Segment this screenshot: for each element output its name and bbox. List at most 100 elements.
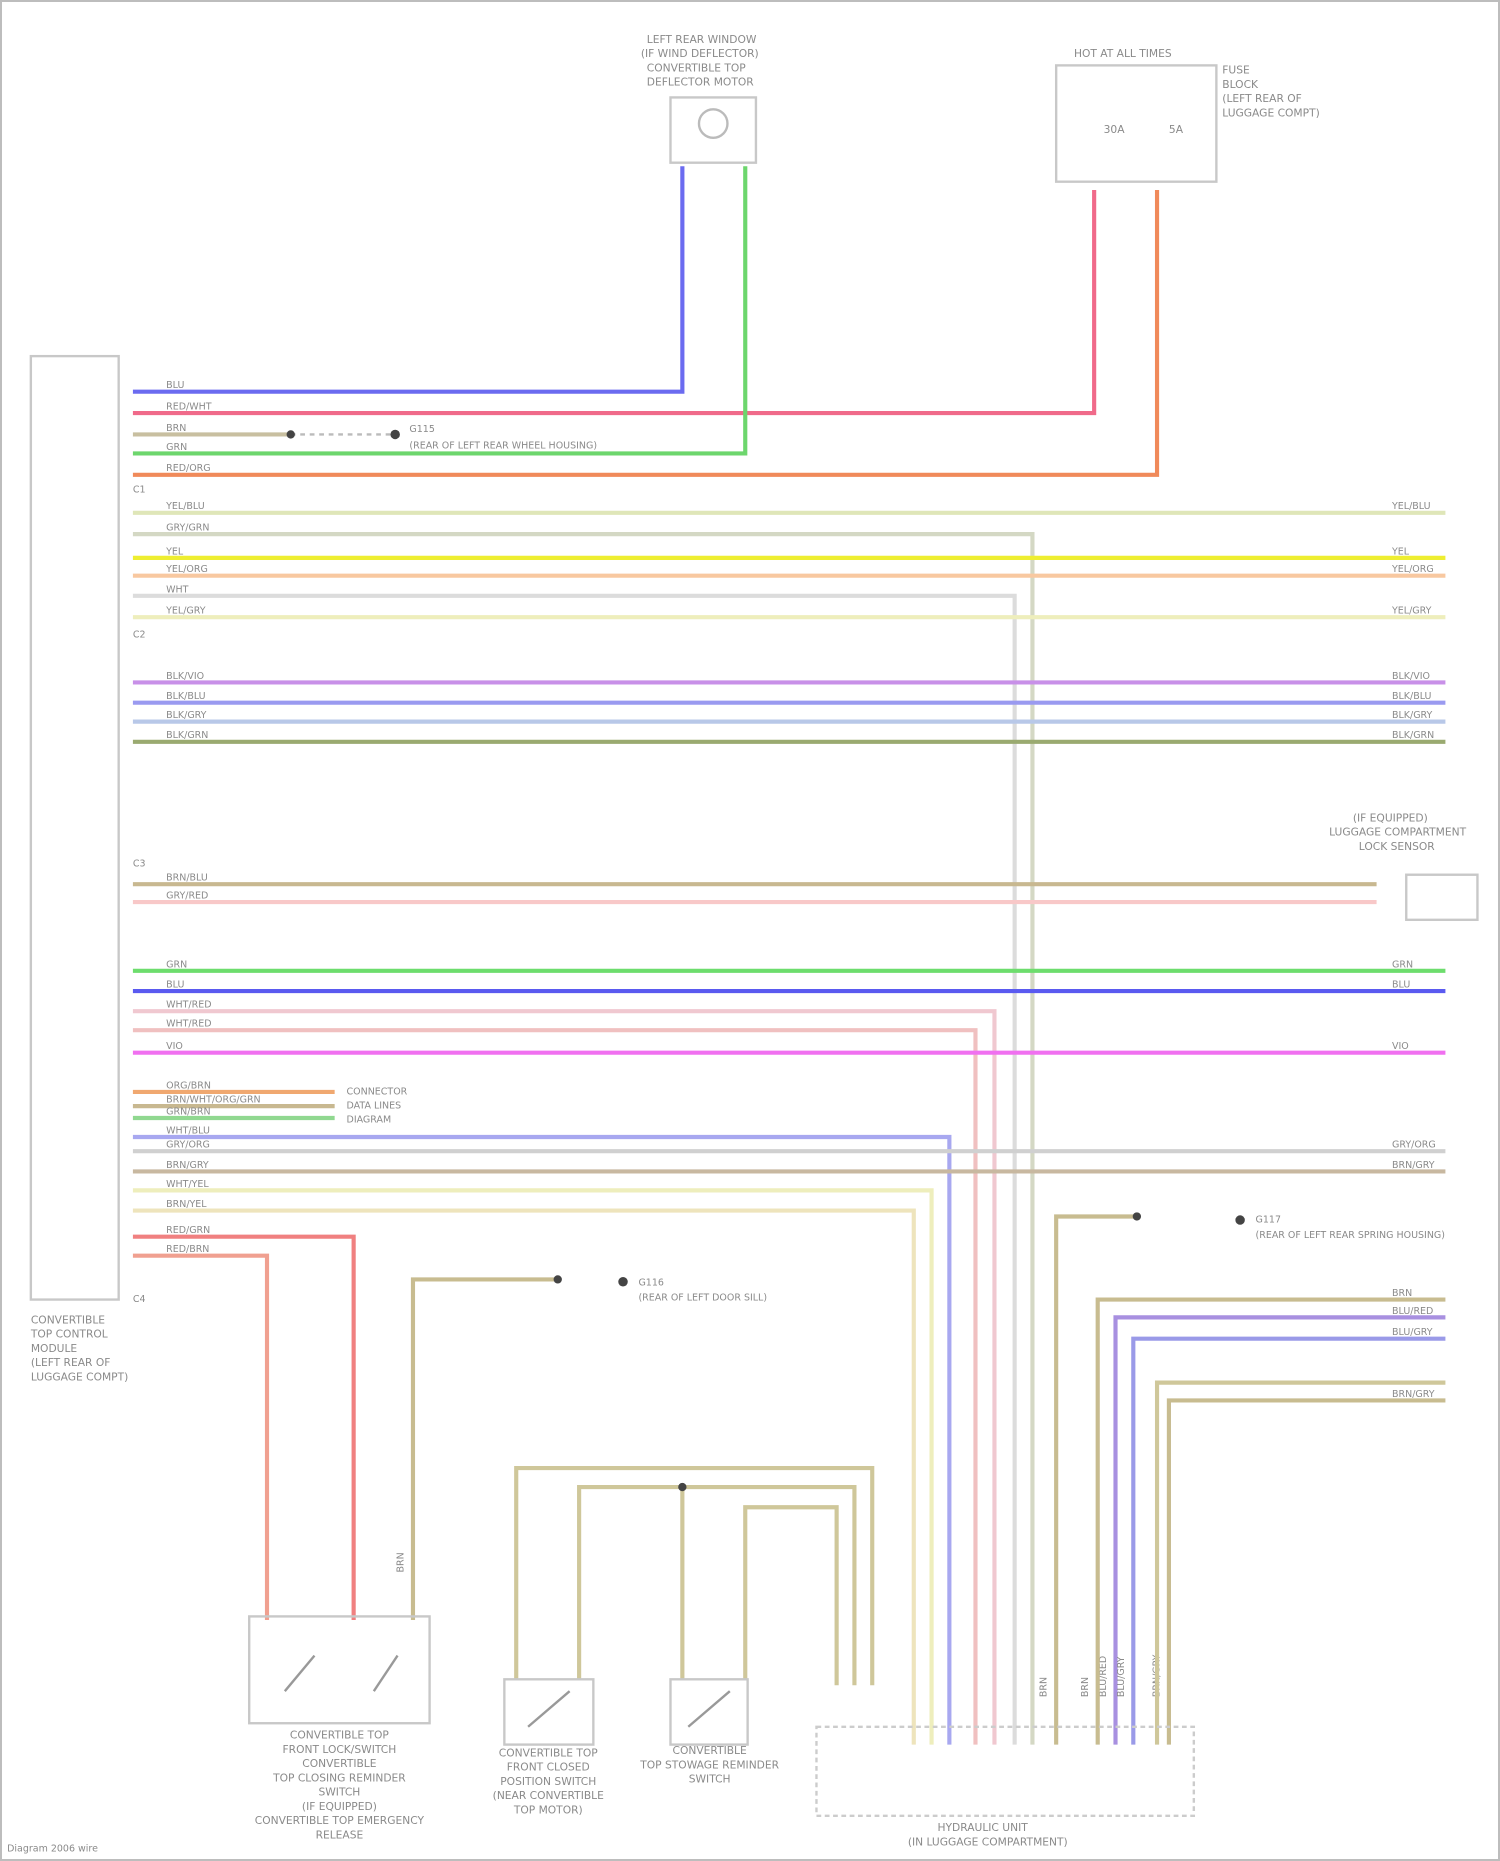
position_switch-label: (NEAR CONVERTIBLE	[493, 1789, 604, 1802]
wire-label: BLK/GRY	[166, 710, 207, 721]
wire-label: GRY/RED	[166, 890, 208, 901]
hydraulic-unit	[815, 1725, 1196, 1817]
wire	[132, 1253, 270, 1620]
wire	[132, 1028, 978, 1745]
connector-c1: C1	[133, 485, 146, 496]
reminder-switch-contact	[687, 1690, 731, 1728]
wire-label: YEL	[1391, 546, 1410, 557]
wire-label: VIO	[1392, 1041, 1409, 1052]
wire-label: BLK/BLU	[166, 691, 206, 702]
wire-label: BLU/RED	[1392, 1306, 1433, 1317]
top_switch-label: CONVERTIBLE TOP	[290, 1729, 390, 1742]
splice-dot	[286, 430, 295, 439]
splice-dot	[1132, 1212, 1142, 1221]
top_switch-label: RELEASE	[316, 1828, 364, 1841]
wire-label: BRN	[166, 423, 186, 434]
wire-label: BRN/BLU	[166, 873, 208, 884]
wire-label: RED/BRN	[166, 1244, 209, 1255]
hydraulic-label-2: (IN LUGGAGE COMPARTMENT)	[908, 1835, 1068, 1848]
wire-label: BRN	[1080, 1677, 1091, 1697]
wire	[132, 1188, 934, 1745]
position_switch-label: CONVERTIBLE TOP	[499, 1746, 599, 1759]
wire-label: BRN/WHT/ORG/GRN	[166, 1095, 261, 1106]
module-label-1: CONVERTIBLE	[31, 1313, 105, 1326]
footer-text: Diagram 2006 wire	[7, 1843, 98, 1854]
wire-label: BLK/GRN	[1392, 730, 1434, 741]
position_switch-label: FRONT CLOSED	[507, 1761, 590, 1774]
wire	[1154, 1380, 1446, 1745]
module-label-5: LUGGAGE COMPT)	[31, 1370, 128, 1383]
wire	[132, 1234, 356, 1620]
wire	[132, 166, 748, 456]
wire-label: YEL/GRY	[1391, 606, 1432, 617]
wire-label: ORG/BRN	[166, 1080, 211, 1091]
top_switch-label: TOP CLOSING REMINDER	[272, 1771, 406, 1784]
wire-label: WHT/BLU	[166, 1125, 210, 1136]
control-module-box	[29, 354, 120, 1301]
position_switch-label: TOP MOTOR)	[513, 1803, 583, 1816]
wire-label: BRN/YEL	[166, 1199, 207, 1210]
fuse-block-title: HOT AT ALL TIMES	[1074, 47, 1172, 60]
wire	[132, 189, 1160, 477]
top_switch-label: CONVERTIBLE TOP EMERGENCY	[255, 1814, 425, 1827]
connector-c4: C4	[133, 1294, 146, 1305]
wire	[132, 1134, 952, 1745]
wire	[577, 1484, 857, 1686]
reminder_switch-label: CONVERTIBLE	[673, 1744, 747, 1757]
splice-dot	[553, 1275, 562, 1284]
wire-label: BLU	[1392, 979, 1410, 990]
wire-label: BLK/VIO	[1392, 671, 1430, 682]
motor-label-2: (IF WIND DEFLECTOR)	[641, 47, 759, 60]
wire	[132, 189, 1097, 416]
fuse-side-1: FUSE	[1222, 64, 1250, 77]
wire-label: GRN	[166, 959, 187, 970]
wire-label: YEL/BLU	[1391, 501, 1431, 512]
wire-label: WHT	[166, 584, 189, 595]
wire-label: GRN/BRN	[166, 1106, 210, 1117]
ground-dot-2	[618, 1277, 628, 1287]
wires: BLU RED/WHT BRN GRN RED/ORG YEL/BLU YEL/BLU GRY…	[132, 166, 1446, 1745]
top_switch-label: FRONT LOCK/SWITCH	[283, 1743, 397, 1756]
fuse-side-4: LUGGAGE COMPT)	[1222, 106, 1319, 119]
fuse-side-2: BLOCK	[1222, 78, 1259, 91]
wire-label: YEL/BLU	[165, 501, 205, 512]
wire-label: BLK/GRY	[1392, 710, 1433, 721]
wire-label: YEL/ORG	[165, 564, 208, 575]
wire-label: GRY/GRN	[166, 523, 209, 534]
module-label-3: MODULE	[31, 1342, 78, 1355]
top_switch-label: CONVERTIBLE	[302, 1757, 376, 1770]
wire	[410, 1277, 558, 1620]
wire-label: YEL/ORG	[1391, 564, 1434, 575]
wire	[132, 166, 685, 394]
wire-label: BRN/GRY	[1392, 1389, 1435, 1400]
lock-sensor-label-2: LUGGAGE COMPARTMENT	[1329, 826, 1466, 839]
wire-label: BRN	[1039, 1677, 1050, 1697]
wire-label: VIO	[166, 1041, 183, 1052]
wire	[1131, 1336, 1446, 1745]
lock-sensor-label-1: (IF EQUIPPED)	[1353, 811, 1428, 824]
ground-1-desc: (REAR OF LEFT REAR WHEEL HOUSING)	[409, 441, 597, 452]
wire-label: GRN	[166, 442, 187, 453]
wire-label: BLU	[166, 380, 184, 391]
fuse-side-3: (LEFT REAR OF	[1222, 92, 1302, 105]
switch-contact-1	[283, 1654, 316, 1692]
motor-label-4: DEFLECTOR MOTOR	[647, 76, 754, 89]
wire-label: RED/ORG	[166, 463, 211, 474]
top_switch-label: (IF EQUIPPED)	[302, 1800, 377, 1813]
wire	[1166, 1398, 1446, 1745]
wire	[1113, 1315, 1446, 1745]
wire-label: WHT/YEL	[166, 1179, 209, 1190]
wire-label: BLU	[166, 979, 184, 990]
wire-label: YEL/GRY	[165, 606, 206, 617]
wire-label: BLK/BLU	[1392, 691, 1432, 702]
wire	[514, 1466, 875, 1686]
wire	[132, 1208, 916, 1745]
fuse-b: 5A	[1169, 123, 1184, 136]
ground-3-desc: (REAR OF LEFT REAR SPRING HOUSING)	[1256, 1230, 1445, 1241]
position-switch	[503, 1678, 595, 1746]
wire-label: BLU/GRY	[1116, 1656, 1127, 1697]
wire-label: BRN/GRY	[1392, 1160, 1435, 1171]
reminder_switch-label: SWITCH	[689, 1773, 731, 1786]
